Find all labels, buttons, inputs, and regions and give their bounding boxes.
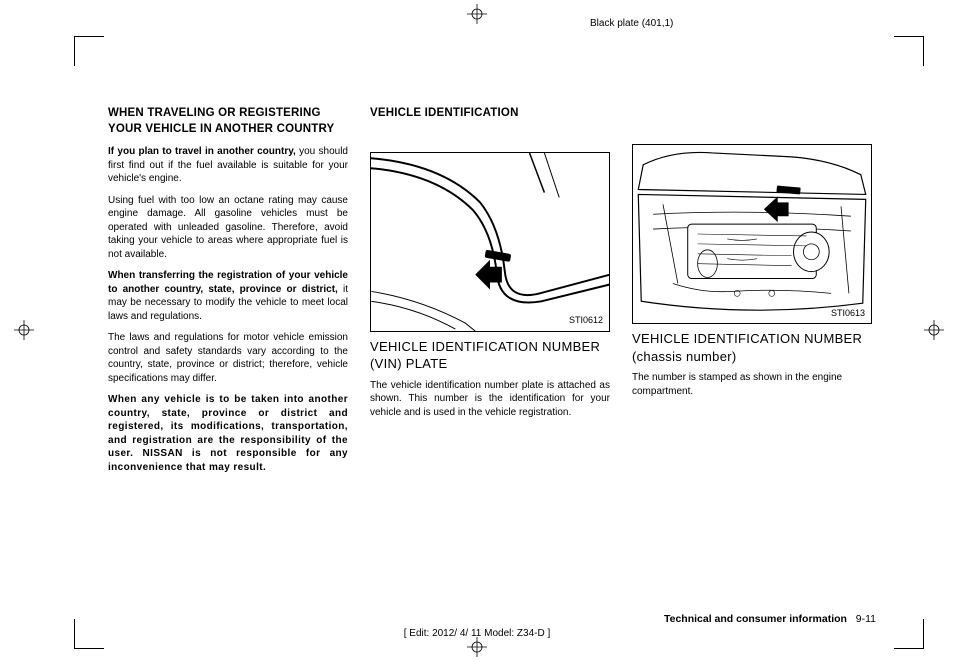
plate-header: Black plate (401,1) <box>590 18 673 29</box>
col3-subheading: VEHICLE IDENTIFICATION NUMBER (chassis n… <box>632 330 872 365</box>
page-content: WHEN TRAVELING OR REGISTERING YOUR VEHIC… <box>108 106 874 482</box>
col1-p3: When transferring the registration of yo… <box>108 269 348 323</box>
registration-mark-right <box>924 320 944 340</box>
footer-section: Technical and consumer information 9-11 <box>664 613 876 625</box>
col1-p4: The laws and regulations for motor vehic… <box>108 331 348 385</box>
footer-page-num: 9-11 <box>856 613 876 625</box>
chassis-figure: STI0613 <box>632 144 872 324</box>
fig2-label: STI0613 <box>831 307 865 319</box>
registration-mark-left <box>14 320 34 340</box>
col1-p1: If you plan to travel in another country… <box>108 145 348 186</box>
col1-p5: When any vehicle is to be taken into ano… <box>108 393 348 474</box>
registration-mark-bottom <box>467 637 487 657</box>
edit-line: [ Edit: 2012/ 4/ 11 Model: Z34-D ] <box>0 628 954 639</box>
col2-heading: VEHICLE IDENTIFICATION <box>370 106 610 122</box>
registration-mark-top <box>467 4 487 24</box>
column-2: VEHICLE IDENTIFICATION STI0612 VEHICLE I… <box>370 106 610 482</box>
col2-p1: The vehicle identification number plate … <box>370 379 610 420</box>
vin-plate-figure: STI0612 <box>370 152 610 332</box>
col2-subheading: VEHICLE IDENTIFICATION NUMBER (VIN) PLAT… <box>370 338 610 373</box>
col1-p3-bold: When transferring the registration of yo… <box>108 270 348 295</box>
col1-heading: WHEN TRAVELING OR REGISTERING YOUR VEHIC… <box>108 106 348 137</box>
col1-p2: Using fuel with too low an octane rating… <box>108 194 348 262</box>
crop-mark-tr <box>894 36 924 66</box>
crop-mark-tl <box>74 36 104 66</box>
footer-section-title: Technical and consumer information <box>664 613 847 625</box>
fig1-label: STI0612 <box>569 314 603 326</box>
column-1: WHEN TRAVELING OR REGISTERING YOUR VEHIC… <box>108 106 348 482</box>
col3-p1: The number is stamped as shown in the en… <box>632 371 872 398</box>
col1-p1-bold: If you plan to travel in another country… <box>108 146 296 157</box>
column-3: STI0613 VEHICLE IDENTIFICATION NUMBER (c… <box>632 106 872 482</box>
